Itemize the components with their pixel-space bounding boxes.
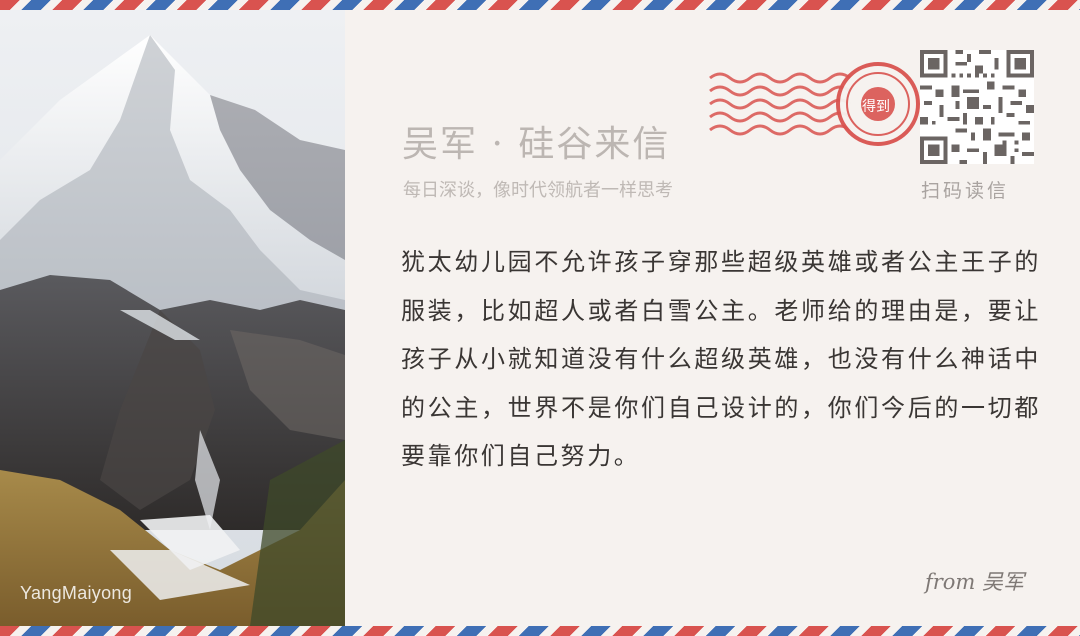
dedao-logo-icon [861,87,895,121]
airmail-border-bottom [0,626,1080,636]
postmark-stamp [709,62,920,146]
airmail-border-top [0,0,1080,10]
letter-body: 犹太幼儿园不允许孩子穿那些超级英雄或者公主王子的服装，比如超人或者白雪公主。老师… [401,248,1041,470]
column-subtitle: 每日深谈，像时代领航者一样思考 [403,180,673,201]
letter-signature: from 吴军 [924,570,1024,594]
qr-code-icon[interactable] [920,50,1034,164]
postmark-waves-icon [709,72,851,136]
qr-scan-label: 扫码读信 [921,180,1010,202]
snow-mountain-photo: YangMaiyong [0,10,345,626]
letter-panel: 得到 吴军 · 硅谷来信 每日深谈，像时代领航者一样思考 [345,10,1080,626]
stamp-logo-text: 得到 [862,99,890,115]
photo-credit: YangMaiyong [20,583,133,603]
mountain-illustration [0,10,345,626]
column-title: 吴军 · 硅谷来信 [402,124,671,165]
